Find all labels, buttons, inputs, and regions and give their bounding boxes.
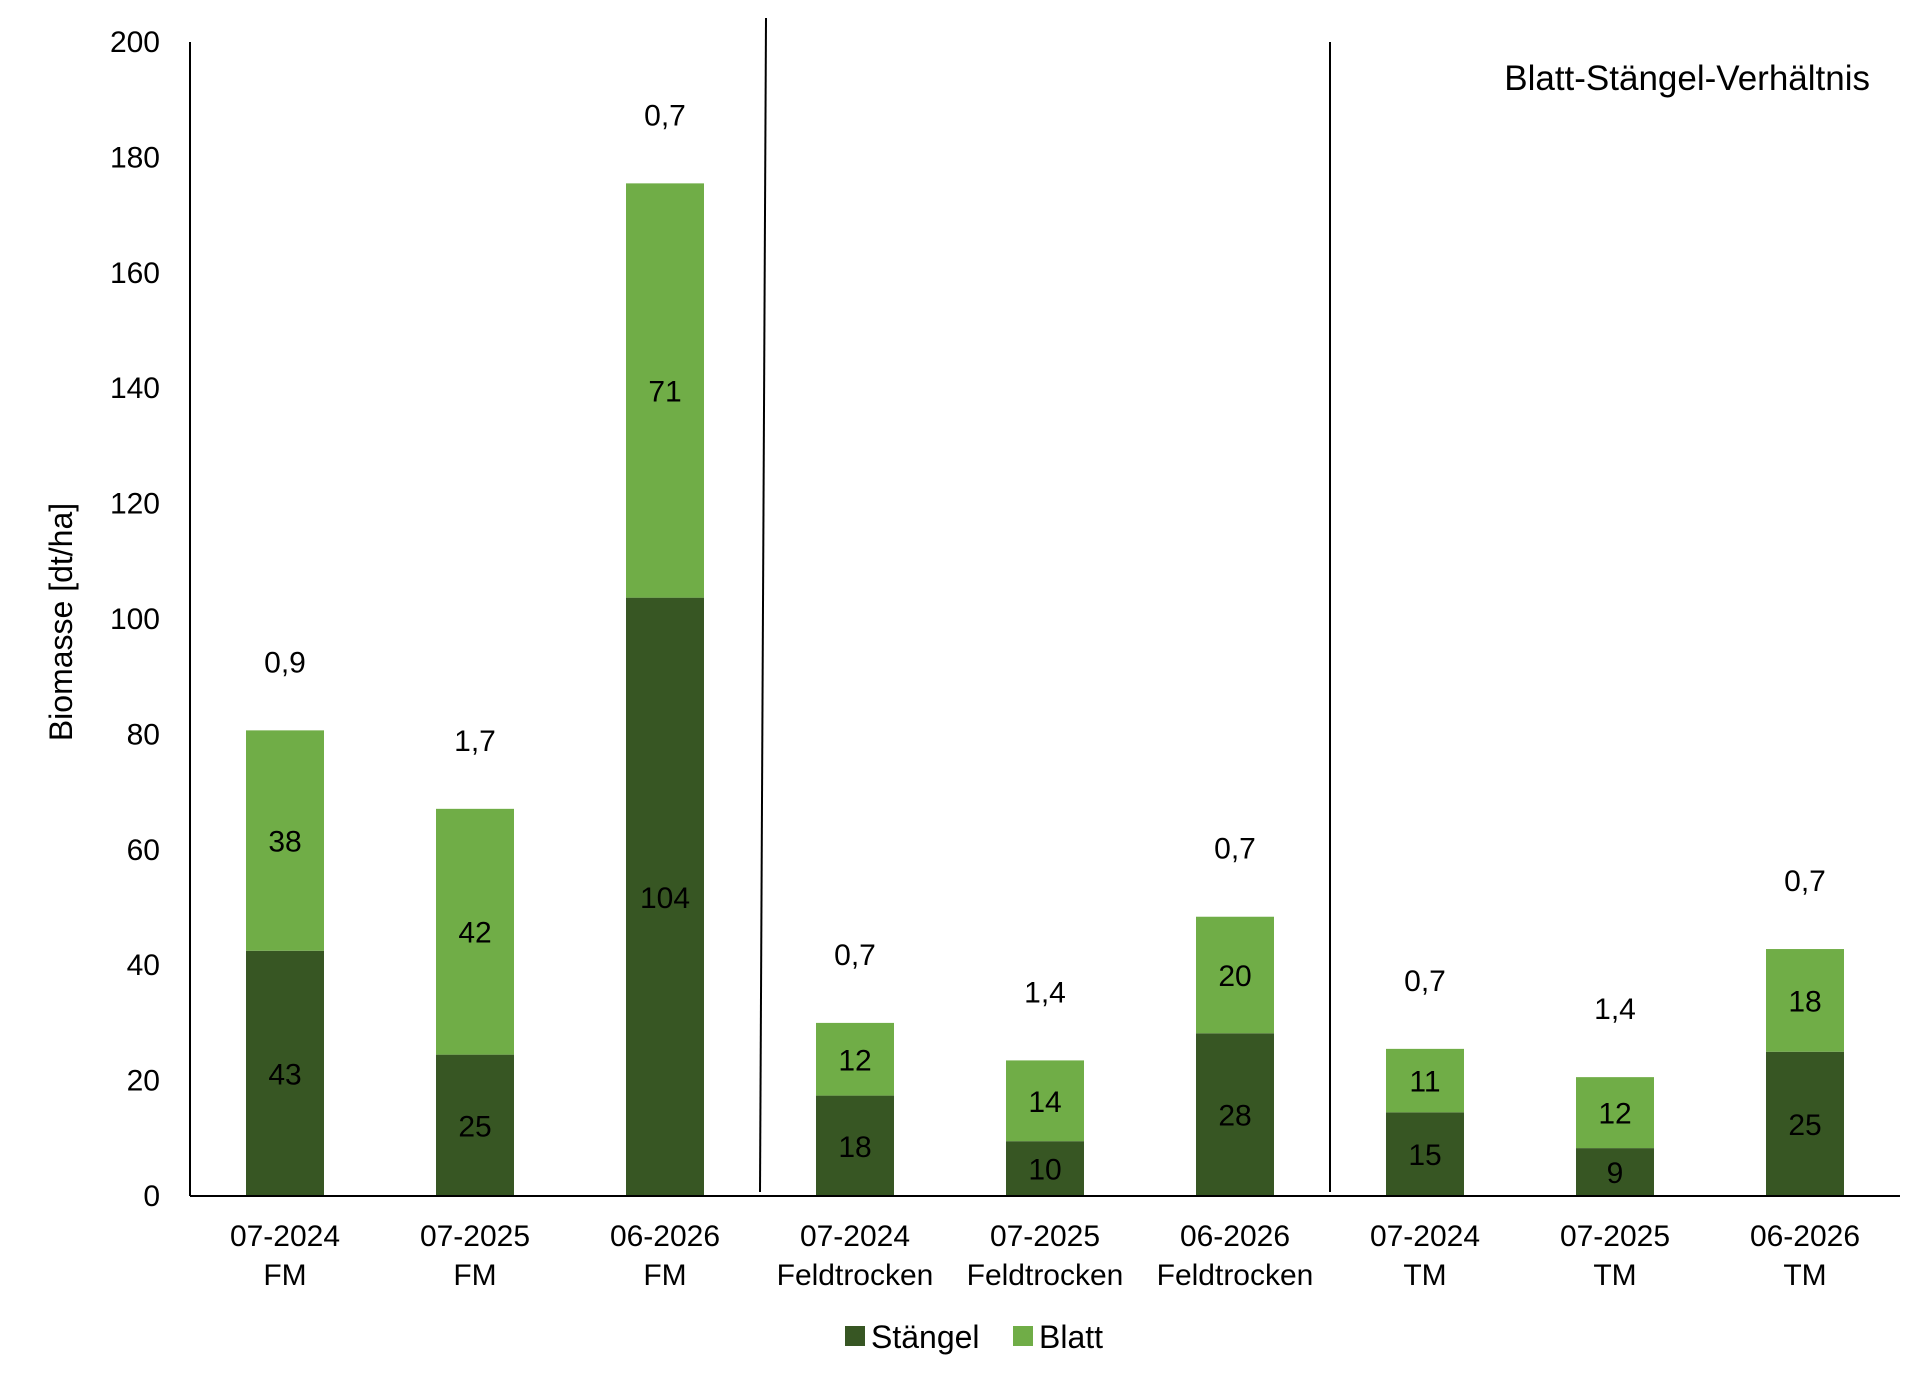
value-label-blatt: 38	[268, 826, 301, 859]
value-label-staengel: 104	[640, 882, 690, 915]
group-separator-line	[759, 17, 767, 1193]
y-tick-label: 60	[127, 834, 160, 867]
value-label-staengel: 9	[1607, 1157, 1624, 1190]
ratio-label: 1,4	[1594, 993, 1636, 1026]
value-label-blatt: 11	[1409, 1066, 1440, 1099]
x-tick-label: TM	[1593, 1259, 1636, 1292]
y-axis: 0 20 40 60 80 100 120 140 160 180 200	[110, 26, 191, 1213]
legend-swatch-blatt	[1013, 1326, 1033, 1346]
x-tick-label: 07-2025	[1560, 1220, 1670, 1253]
value-label-blatt: 20	[1218, 960, 1251, 993]
x-tick-label: Feldtrocken	[777, 1259, 934, 1292]
bar-blatt	[1196, 916, 1274, 1034]
bar-staengel	[1196, 1033, 1274, 1196]
ratio-label: 0,7	[1404, 965, 1446, 998]
y-tick-label: 180	[110, 141, 160, 174]
bar-staengel	[816, 1095, 894, 1196]
x-tick-label: 07-2024	[230, 1220, 340, 1253]
bars	[246, 183, 1844, 1196]
x-tick-label: 06-2026	[610, 1220, 720, 1253]
legend-label-blatt: Blatt	[1039, 1319, 1103, 1355]
bar-blatt	[436, 808, 514, 1055]
x-tick-label: FM	[453, 1259, 496, 1292]
bar-staengel	[436, 1054, 514, 1196]
x-tick-label: 07-2025	[990, 1220, 1100, 1253]
x-tick-label: 07-2025	[420, 1220, 530, 1253]
ratio-label: 0,7	[1784, 865, 1826, 898]
bar-staengel	[1386, 1112, 1464, 1196]
y-tick-label: 20	[127, 1065, 160, 1098]
x-tick-label: 07-2024	[1370, 1220, 1480, 1253]
x-tick-label: Feldtrocken	[967, 1259, 1124, 1292]
value-label-staengel: 28	[1218, 1100, 1251, 1133]
x-tick-label: TM	[1783, 1259, 1826, 1292]
value-label-blatt: 12	[838, 1044, 871, 1077]
value-label-staengel: 25	[1788, 1109, 1821, 1142]
x-tick-label: FM	[643, 1259, 686, 1292]
bar-blatt	[816, 1022, 894, 1096]
value-label-staengel: 10	[1028, 1154, 1061, 1187]
y-tick-label: 160	[110, 257, 160, 290]
y-tick-label: 100	[110, 603, 160, 636]
x-tick-label: 06-2026	[1180, 1220, 1290, 1253]
value-label-staengel: 18	[838, 1131, 871, 1164]
bar-staengel	[246, 950, 324, 1196]
bar-blatt	[1006, 1060, 1084, 1142]
x-tick-label: TM	[1403, 1259, 1446, 1292]
y-tick-label: 40	[127, 949, 160, 982]
y-tick-label: 80	[127, 718, 160, 751]
value-label-blatt: 14	[1028, 1086, 1061, 1119]
value-label-staengel: 25	[458, 1110, 491, 1143]
y-tick-label: 200	[110, 26, 160, 59]
y-axis-title: Biomasse [dt/ha]	[43, 503, 79, 741]
bar-blatt	[626, 183, 704, 598]
ratio-annotation: Blatt-Stängel-Verhältnis	[1504, 59, 1870, 98]
ratio-label: 0,7	[1214, 833, 1256, 866]
legend-label-staengel: Stängel	[871, 1319, 980, 1355]
x-tick-label: 07-2024	[800, 1220, 910, 1253]
bar-blatt	[246, 730, 324, 951]
value-label-blatt: 71	[648, 376, 681, 409]
ratio-label: 0,7	[834, 939, 876, 972]
ratio-label: 0,7	[644, 99, 686, 132]
x-tick-label: FM	[263, 1259, 306, 1292]
x-tick-label: Feldtrocken	[1157, 1259, 1314, 1292]
bar-blatt	[1766, 949, 1844, 1052]
bar-blatt	[1386, 1048, 1464, 1113]
value-label-blatt: 42	[458, 917, 491, 950]
ratio-label: 0,9	[264, 646, 306, 679]
y-tick-label: 140	[110, 372, 160, 405]
x-tick-label: 06-2026	[1750, 1220, 1860, 1253]
bar-staengel	[1576, 1148, 1654, 1196]
group-separators	[759, 17, 1331, 1193]
value-label-staengel: 15	[1408, 1139, 1441, 1172]
bar-staengel	[1006, 1141, 1084, 1196]
legend: Stängel Blatt	[845, 1319, 1103, 1355]
ratio-label: 1,4	[1024, 976, 1066, 1009]
bar-staengel	[1766, 1051, 1844, 1196]
ratio-label: 1,7	[454, 725, 496, 758]
x-axis: 07-2024 FM 07-2025 FM 06-2026 FM 07-2024 Feldtr…	[190, 1195, 1900, 1292]
y-tick-label: 0	[143, 1180, 160, 1213]
value-label-blatt: 12	[1598, 1098, 1631, 1131]
y-tick-label: 120	[110, 488, 160, 521]
bar-staengel	[626, 597, 704, 1196]
value-label-staengel: 43	[268, 1058, 301, 1091]
bar-labels: 43 38 0,9 25 42 1,7 104 71 0,7 18 12 0,7 10 14 1,4 28 20…	[264, 99, 1826, 1190]
legend-swatch-staengel	[845, 1326, 865, 1346]
value-label-blatt: 18	[1788, 985, 1821, 1018]
bar-blatt	[1576, 1077, 1654, 1149]
